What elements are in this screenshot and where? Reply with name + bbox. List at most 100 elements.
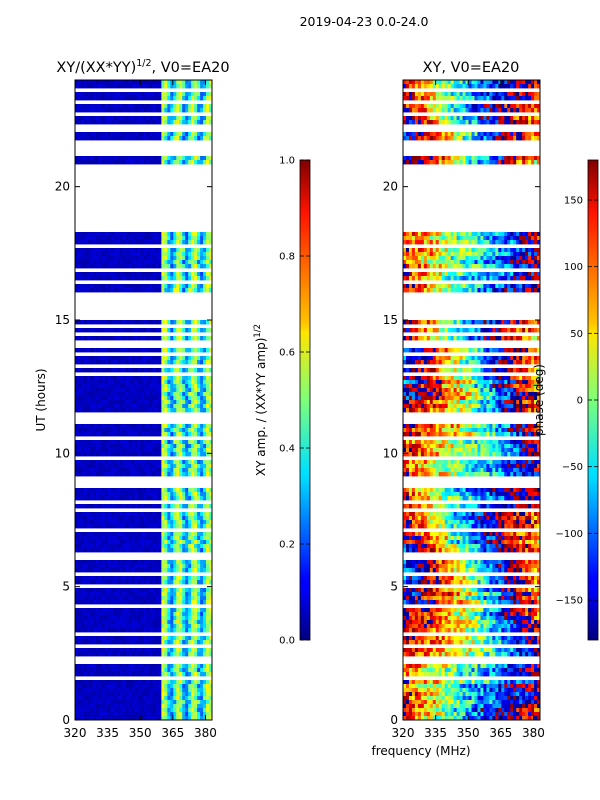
- heatmap-cell: [158, 448, 162, 453]
- heatmap-cell: [179, 588, 183, 593]
- heatmap-cell: [131, 80, 136, 85]
- heatmap-cell: [164, 520, 168, 525]
- heatmap-cell: [197, 388, 201, 393]
- heatmap-cell: [155, 544, 159, 549]
- heatmap-cell: [200, 576, 204, 581]
- heatmap-cell: [182, 668, 186, 673]
- heatmap-cell: [92, 684, 97, 689]
- heatmap-cell: [194, 684, 198, 689]
- heatmap-cell: [131, 628, 136, 633]
- heatmap-cell: [83, 512, 88, 517]
- heatmap-cell: [149, 620, 154, 625]
- heatmap-cell: [92, 80, 97, 85]
- heatmap-cell: [116, 708, 121, 713]
- heatmap-cell: [119, 368, 124, 373]
- heatmap-cell: [149, 356, 154, 361]
- heatmap-cell: [125, 264, 130, 269]
- heatmap-cell: [83, 116, 88, 121]
- heatmap-cell: [179, 380, 183, 385]
- heatmap-cell: [137, 84, 142, 89]
- heatmap-cell: [420, 104, 425, 109]
- heatmap-cell: [155, 260, 159, 265]
- heatmap-cell: [179, 640, 183, 645]
- heatmap-cell: [206, 664, 210, 669]
- heatmap-cell: [107, 668, 112, 673]
- heatmap-cell: [131, 472, 136, 477]
- heatmap-cell: [149, 596, 154, 601]
- heatmap-cell: [161, 688, 165, 693]
- heatmap-cell: [209, 612, 212, 617]
- heatmap-cell: [152, 396, 157, 401]
- heatmap-cell: [179, 424, 183, 429]
- heatmap-cell: [167, 264, 171, 269]
- heatmap-cell: [140, 664, 145, 669]
- heatmap-cell: [516, 108, 520, 113]
- heatmap-cell: [191, 600, 195, 605]
- heatmap-cell: [77, 256, 82, 261]
- heatmap-cell: [170, 652, 174, 657]
- heatmap-cell: [152, 516, 157, 521]
- heatmap-cell: [492, 84, 496, 89]
- heatmap-cell: [83, 600, 88, 605]
- heatmap-cell: [403, 108, 407, 113]
- heatmap-cell: [176, 600, 180, 605]
- heatmap-cell: [95, 504, 100, 509]
- heatmap-cell: [104, 460, 109, 465]
- heatmap-cell: [95, 568, 100, 573]
- heatmap-cell: [173, 336, 177, 341]
- heatmap-cell: [119, 576, 124, 581]
- heatmap-cell: [104, 652, 109, 657]
- heatmap-cell: [92, 232, 97, 237]
- heatmap-cell: [89, 664, 94, 669]
- heatmap-cell: [164, 160, 168, 165]
- heatmap-cell: [179, 524, 183, 529]
- heatmap-cell: [176, 132, 180, 137]
- heatmap-cell: [143, 628, 148, 633]
- heatmap-cell: [143, 440, 148, 445]
- heatmap-cell: [170, 360, 174, 365]
- heatmap-cell: [107, 328, 112, 333]
- heatmap-cell: [134, 548, 139, 553]
- heatmap-cell: [194, 104, 198, 109]
- heatmap-cell: [122, 356, 127, 361]
- heatmap-cell: [525, 132, 529, 137]
- heatmap-cell: [89, 568, 94, 573]
- heatmap-cell: [131, 156, 136, 161]
- heatmap-cell: [200, 288, 204, 293]
- heatmap-cell: [188, 404, 192, 409]
- heatmap-cell: [170, 564, 174, 569]
- heatmap-cell: [176, 284, 180, 289]
- heatmap-cell: [489, 104, 493, 109]
- heatmap-cell: [405, 108, 410, 113]
- heatmap-cell: [77, 560, 82, 565]
- heatmap-cell: [89, 596, 94, 601]
- heatmap-cell: [75, 360, 79, 365]
- heatmap-cell: [122, 160, 127, 165]
- heatmap-cell: [92, 116, 97, 121]
- heatmap-cell: [185, 448, 189, 453]
- heatmap-cell: [200, 680, 204, 685]
- heatmap-cell: [75, 440, 79, 445]
- heatmap-cell: [179, 92, 183, 97]
- heatmap-cell: [185, 560, 189, 565]
- heatmap-cell: [188, 92, 192, 97]
- heatmap-cell: [197, 652, 201, 657]
- heatmap-cell: [167, 708, 171, 713]
- heatmap-cell: [513, 104, 517, 109]
- heatmap-cell: [164, 468, 168, 473]
- heatmap-cell: [116, 276, 121, 281]
- heatmap-cell: [125, 488, 130, 493]
- heatmap-cell: [185, 588, 189, 593]
- heatmap-cell: [125, 624, 130, 629]
- heatmap-cell: [137, 448, 142, 453]
- heatmap-cell: [528, 80, 532, 85]
- heatmap-cell: [176, 380, 180, 385]
- heatmap-cell: [474, 116, 479, 121]
- heatmap-cell: [182, 392, 186, 397]
- heatmap-cell: [137, 580, 142, 585]
- heatmap-cell: [134, 516, 139, 521]
- heatmap-cell: [420, 92, 425, 97]
- heatmap-cell: [149, 540, 154, 545]
- heatmap-cell: [158, 692, 162, 697]
